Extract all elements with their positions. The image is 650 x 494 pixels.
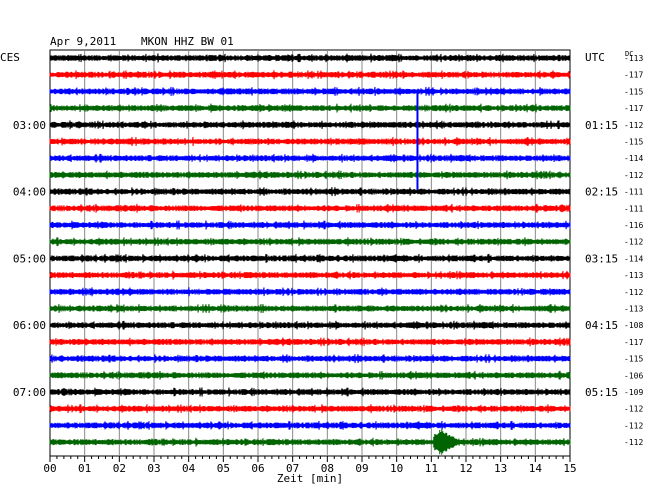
trace-3 bbox=[49, 103, 571, 113]
trace-10 bbox=[49, 220, 571, 230]
header-date: Apr 9,2011 bbox=[50, 35, 116, 48]
x-tick-label: 11 bbox=[425, 462, 438, 475]
dc-offset-label: -115 bbox=[624, 138, 643, 147]
dc-offset-label: -112 bbox=[624, 438, 643, 447]
dc-offset-label: -112 bbox=[624, 121, 643, 130]
left-time-label: 05:00 bbox=[13, 252, 46, 265]
x-tick-label: 05 bbox=[217, 462, 230, 475]
trace-1 bbox=[49, 70, 571, 80]
trace-17 bbox=[49, 337, 571, 347]
right-zone-label: UTC bbox=[585, 51, 605, 64]
x-tick-label: 09 bbox=[355, 462, 368, 475]
dc-offset-label: -112 bbox=[624, 421, 643, 430]
dc-offset-label: -113 bbox=[624, 271, 643, 280]
trace-4 bbox=[49, 120, 571, 130]
trace-5 bbox=[49, 136, 571, 147]
dc-offset-label: -112 bbox=[624, 171, 643, 180]
dc-offset-label: -117 bbox=[624, 338, 643, 347]
left-time-label: 04:00 bbox=[13, 186, 46, 199]
trace-18 bbox=[49, 354, 571, 364]
left-time-label: 06:00 bbox=[13, 319, 46, 332]
dc-offset-label: -112 bbox=[624, 405, 643, 414]
trace-6 bbox=[49, 153, 571, 163]
x-tick-label: 00 bbox=[43, 462, 56, 475]
x-tick-label: 15 bbox=[563, 462, 576, 475]
trace-16 bbox=[49, 320, 571, 330]
traces bbox=[49, 53, 571, 455]
trace-9 bbox=[49, 203, 571, 213]
right-time-label: 05:15 bbox=[585, 386, 618, 399]
right-time-label: 03:15 bbox=[585, 252, 618, 265]
trace-12 bbox=[49, 253, 571, 263]
trace-14 bbox=[49, 287, 571, 297]
trace-2 bbox=[49, 86, 571, 96]
dc-offset-label: -112 bbox=[624, 238, 643, 247]
x-axis-ticks bbox=[49, 456, 571, 462]
right-time-labels: 01:15 02:15 03:15 04:15 05:15 bbox=[585, 119, 618, 399]
trace-0 bbox=[49, 53, 571, 63]
event-burst bbox=[433, 429, 465, 455]
dc-offset-label: -116 bbox=[624, 221, 643, 230]
dc-offset-label: -114 bbox=[624, 254, 643, 263]
x-tick-label: 03 bbox=[147, 462, 160, 475]
right-time-label: 04:15 bbox=[585, 319, 618, 332]
grid-lines bbox=[84, 50, 536, 456]
dc-offset-label: -113 bbox=[624, 54, 643, 63]
x-tick-label: 04 bbox=[182, 462, 196, 475]
trace-21 bbox=[49, 404, 571, 414]
left-time-label: 07:00 bbox=[13, 386, 46, 399]
trace-20 bbox=[49, 387, 571, 397]
x-tick-label: 08 bbox=[321, 462, 334, 475]
dc-offset-label: -111 bbox=[624, 204, 643, 213]
x-tick-label: 14 bbox=[529, 462, 543, 475]
trace-7 bbox=[49, 170, 571, 180]
dc-offset-label: -115 bbox=[624, 87, 643, 96]
x-tick-label: 01 bbox=[78, 462, 91, 475]
dc-offset-label: -113 bbox=[624, 305, 643, 314]
dc-offset-labels: -113 -117 -115 -117 -112 -115 -114 -112 -111 -111… bbox=[624, 54, 643, 447]
dc-label: DC bbox=[625, 50, 633, 58]
x-axis-tick-labels: 00 01 02 03 04 05 06 07 08 09 10 11 12 13 14 15 bbox=[43, 462, 576, 475]
left-time-label: 03:00 bbox=[13, 119, 46, 132]
trace-8 bbox=[49, 187, 571, 197]
left-time-labels: 03:00 04:00 05:00 06:00 07:00 bbox=[13, 119, 46, 399]
dc-offset-label: -106 bbox=[624, 371, 643, 380]
dc-offset-label: -108 bbox=[624, 321, 643, 330]
dc-offset-label: -112 bbox=[624, 288, 643, 297]
trace-13 bbox=[49, 270, 571, 280]
header-station: MKON HHZ BW 01 bbox=[141, 35, 234, 48]
dc-offset-label: -117 bbox=[624, 71, 643, 80]
x-tick-label: 02 bbox=[113, 462, 126, 475]
right-time-label: 01:15 bbox=[585, 119, 618, 132]
left-zone-label: CES bbox=[0, 51, 20, 64]
trace-15 bbox=[49, 304, 571, 313]
trace-23 bbox=[49, 437, 571, 447]
dc-offset-label: -111 bbox=[624, 188, 643, 197]
dc-offset-label: -117 bbox=[624, 104, 643, 113]
trace-11 bbox=[49, 237, 571, 247]
dc-offset-label: -115 bbox=[624, 355, 643, 364]
dc-offset-label: -109 bbox=[624, 388, 643, 397]
dc-offset-label: -114 bbox=[624, 154, 643, 163]
x-tick-label: 12 bbox=[459, 462, 472, 475]
plot-frame bbox=[49, 49, 571, 457]
right-time-label: 02:15 bbox=[585, 186, 618, 199]
trace-19 bbox=[49, 370, 571, 380]
x-axis-label: Zeit [min] bbox=[277, 472, 343, 485]
x-tick-label: 10 bbox=[390, 462, 403, 475]
x-tick-label: 06 bbox=[251, 462, 264, 475]
x-tick-label: 07 bbox=[286, 462, 299, 475]
x-tick-label: 13 bbox=[494, 462, 507, 475]
trace-22 bbox=[49, 420, 571, 430]
